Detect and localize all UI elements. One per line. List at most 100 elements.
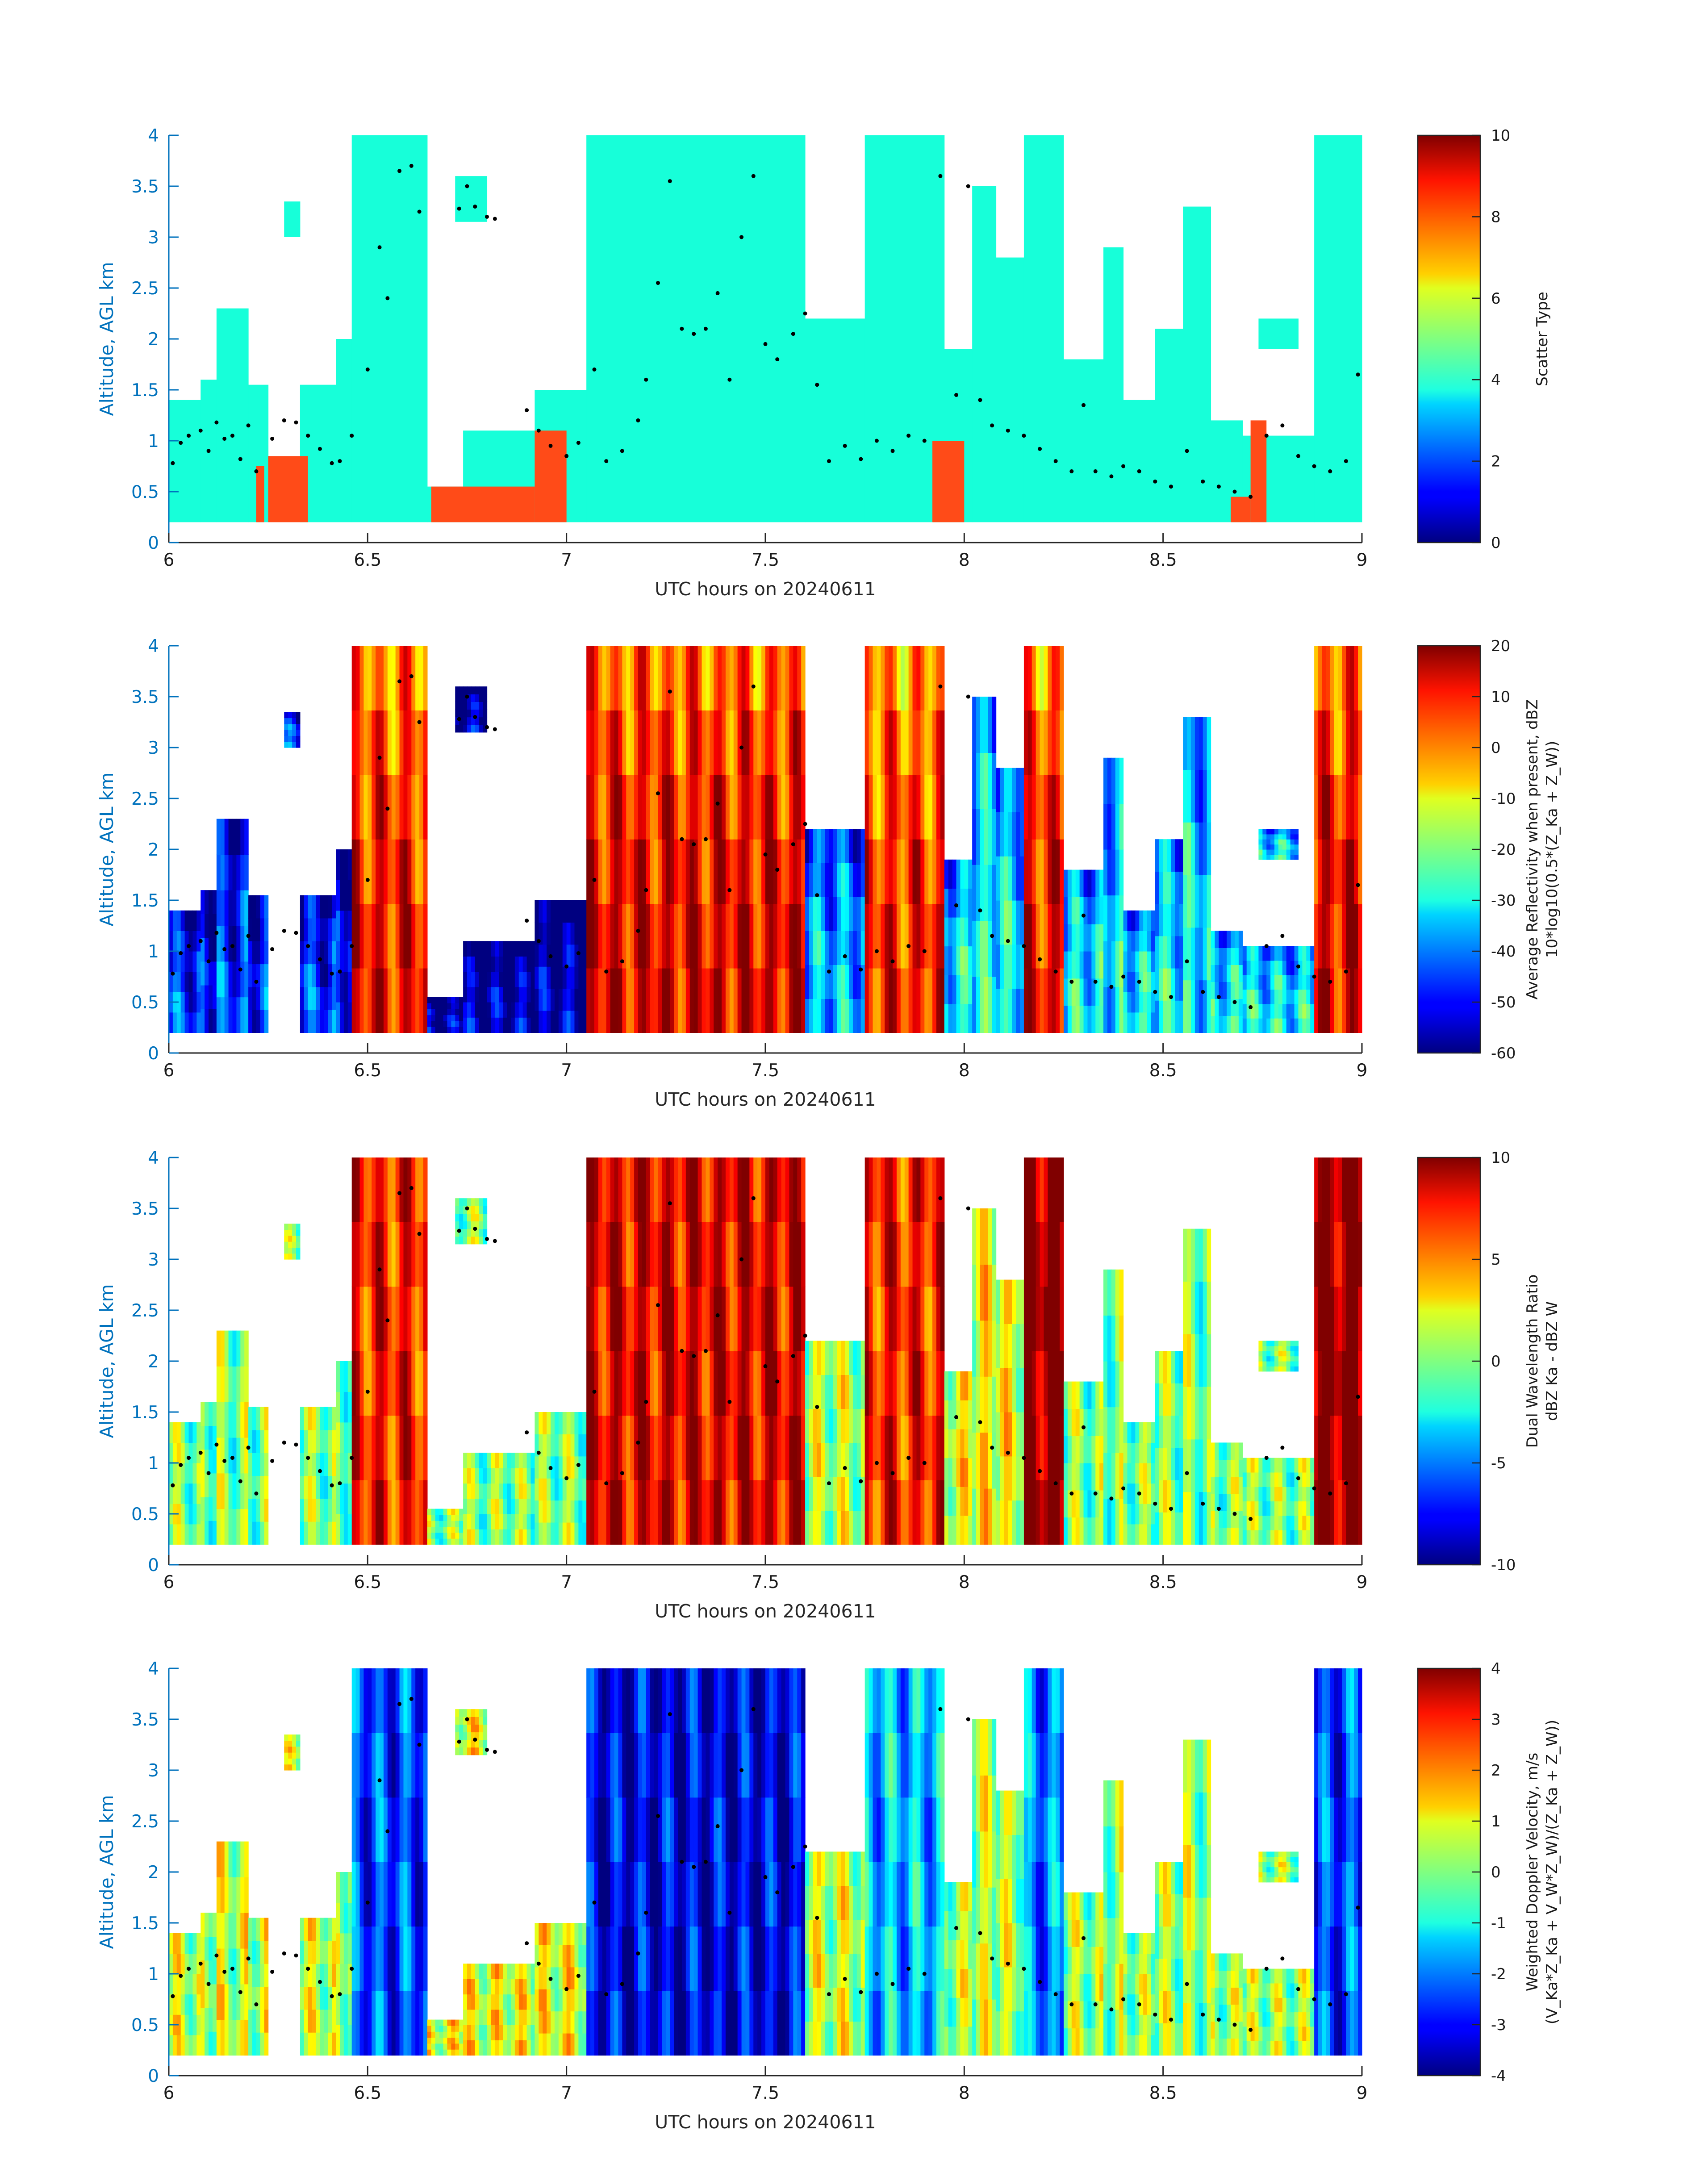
heatmap-cell (1306, 1530, 1311, 1545)
heatmap-cell (710, 646, 714, 710)
heatmap-cell (873, 1157, 877, 1222)
heatmap-cell (431, 997, 436, 1003)
heatmap-cell (845, 1510, 849, 1545)
heatmap-cell (1246, 946, 1251, 961)
heatmap-cell (964, 1429, 969, 1458)
heatmap-cell (1079, 869, 1084, 897)
heatmap-cell (403, 1222, 408, 1287)
y-tick-label: 0 (148, 1044, 159, 1064)
heatmap-cell (1231, 1527, 1235, 1545)
heatmap-cell (1290, 989, 1295, 1004)
heatmap-cell (885, 1415, 889, 1480)
heatmap-cell (602, 710, 607, 775)
heatmap-cell (932, 1157, 937, 1222)
heatmap-cell (328, 1918, 332, 1941)
heatmap-cell (877, 1286, 881, 1351)
marker-point (1296, 454, 1300, 458)
heatmap-cell (415, 1286, 420, 1351)
heatmap-cell (499, 1468, 503, 1484)
heatmap-cell (566, 2011, 571, 2034)
marker-point (1185, 449, 1189, 453)
heatmap-cell (380, 1157, 384, 1222)
heatmap-cell (1016, 900, 1020, 945)
heatmap-cell (1127, 951, 1132, 972)
heatmap-cell (224, 819, 229, 855)
marker-point (1249, 1005, 1253, 1009)
x-tick-label: 7 (561, 1572, 572, 1592)
marker-point (1296, 964, 1300, 969)
heatmap-cell (320, 1429, 324, 1453)
heatmap-cell (670, 1480, 674, 1545)
heatmap-cell (809, 1341, 814, 1375)
heatmap-cell (212, 2031, 217, 2056)
heatmap-cell (944, 1458, 949, 1487)
heatmap-cell (773, 1480, 778, 1545)
heatmap-cell (1266, 829, 1271, 835)
heatmap-cell (507, 986, 511, 1003)
heatmap-cell (403, 1415, 408, 1480)
heatmap-cell (530, 1468, 535, 1484)
heatmap-cell (586, 646, 591, 710)
heatmap-cell (483, 971, 488, 987)
heatmap-cell (845, 1375, 849, 1409)
heatmap-cell (582, 900, 587, 923)
heatmap-cell (539, 988, 543, 1011)
heatmap-cell (706, 839, 710, 904)
marker-point (1249, 1517, 1253, 1521)
heatmap-cell (383, 1991, 388, 2056)
heatmap-cell (1023, 1351, 1028, 1416)
heatmap-cell (248, 941, 253, 965)
heatmap-cell (336, 849, 340, 880)
heatmap-cell (200, 937, 205, 962)
heatmap-cell (614, 1286, 619, 1351)
heatmap-cell (447, 1514, 451, 1521)
heatmap-cell (1008, 1368, 1012, 1412)
heatmap-cell (256, 1407, 261, 1430)
heatmap-cell (733, 1157, 738, 1222)
heatmap-cell (1067, 1005, 1072, 1033)
heatmap-cell (1075, 1436, 1080, 1463)
heatmap-cell (1175, 839, 1179, 872)
marker-point (397, 679, 402, 684)
heatmap-cell (881, 1286, 885, 1351)
heatmap-cell (308, 941, 313, 965)
heatmap-cell (586, 839, 591, 904)
heatmap-cell (530, 1529, 535, 1545)
heatmap-cell (332, 1918, 336, 1941)
heatmap-cell (343, 2025, 348, 2056)
heatmap-cell (1326, 1480, 1331, 1545)
heatmap-cell (570, 944, 575, 967)
marker-point (739, 745, 744, 750)
heatmap-cell (610, 903, 615, 969)
heatmap-cell (809, 1408, 814, 1443)
marker-point (214, 420, 219, 425)
heatmap-cell (681, 839, 686, 904)
heatmap-cell (328, 1498, 332, 1522)
heatmap-cell (1171, 1415, 1175, 1448)
heatmap-cell (383, 903, 388, 969)
heatmap-cell (514, 1468, 519, 1484)
heatmap-cell (1242, 1530, 1247, 1545)
heatmap-cell (483, 694, 488, 702)
x-tick-label: 8 (959, 1572, 970, 1592)
heatmap-cell (1227, 1459, 1231, 1477)
heatmap-cell (300, 1521, 305, 1545)
heatmap-cell (618, 1733, 622, 1798)
heatmap-cell (216, 1473, 221, 1509)
heatmap-cell (1031, 1157, 1036, 1222)
heatmap-cell (598, 1926, 603, 1991)
heatmap-cell (996, 944, 1001, 989)
heatmap-cell (566, 944, 571, 967)
heatmap-cell (463, 1453, 468, 1468)
heatmap-cell (1258, 1356, 1263, 1362)
heatmap-cell (988, 1376, 993, 1433)
heatmap-cell (650, 1415, 655, 1480)
heatmap-cell (697, 1286, 702, 1351)
heatmap-cell (904, 710, 909, 775)
heatmap-cell (610, 710, 615, 775)
heatmap-cell (1023, 774, 1028, 840)
heatmap-cell (606, 1157, 611, 1222)
heatmap-cell (976, 1264, 981, 1321)
heatmap-cell (423, 1733, 428, 1798)
heatmap-cell (1354, 710, 1358, 775)
